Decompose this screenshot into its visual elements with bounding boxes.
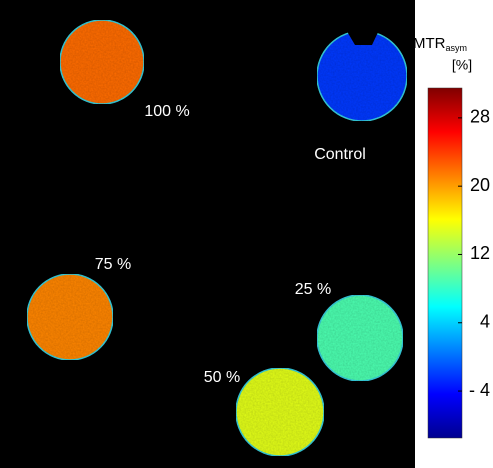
colorbar-tick-label: - 4	[469, 380, 490, 400]
phantom-region	[236, 368, 324, 456]
colorbar-title-sub: asym	[445, 43, 467, 53]
region-label: 100 %	[144, 103, 189, 120]
region-label: Control	[314, 146, 366, 163]
colorbar	[428, 88, 462, 438]
colorbar-unit: [%]	[452, 57, 472, 73]
phantom-region	[27, 274, 113, 360]
region-label: 50 %	[204, 369, 240, 386]
colorbar-tick-label: 20	[470, 175, 490, 195]
phantom-region	[60, 20, 144, 104]
colorbar-title-main: MTR	[413, 35, 446, 52]
colorbar-tick-label: 12	[470, 243, 490, 263]
colorbar-title: MTRasym	[413, 35, 467, 53]
region-label: 25 %	[295, 281, 331, 298]
region-label: 75 %	[95, 256, 131, 273]
colorbar-tick-label: 28	[470, 107, 490, 127]
figure: MTRasym [%] 28 20 12 4 - 4 100 % Control 75 % 25…	[0, 0, 493, 468]
phantom-region	[317, 295, 403, 381]
colorbar-tick-label: 4	[480, 312, 490, 332]
